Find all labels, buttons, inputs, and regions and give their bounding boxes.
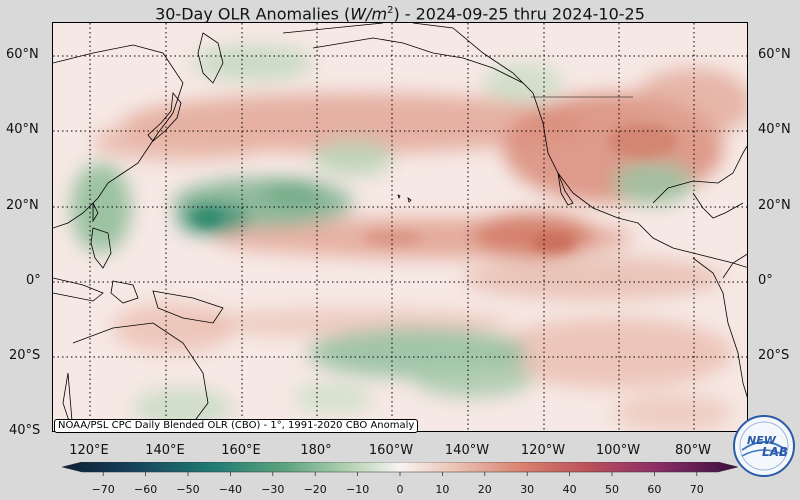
lon-label-140e: 140°E [145,443,185,458]
lon-label-120e: 120°E [69,443,109,458]
lon-label-140w: 140°W [444,443,490,458]
colorbar-ticks [102,472,698,476]
title-unit: W/m [350,4,388,24]
colorbar-tick-label: 30 [520,483,535,496]
map-title: 30-Day OLR Anomalies (W/m2) - 2024-09-25… [0,0,800,24]
olr-anomaly-map [53,23,747,431]
lat-label-left-40n: 40°N [6,122,39,137]
graticule [53,23,747,431]
colorbar-tick-label: 70 [689,483,704,496]
colorbar-tick-label: 60 [647,483,662,496]
lat-label-right-0: 0° [758,273,773,288]
svg-text:LAB: LAB [762,445,788,459]
colorbar-tick-label: −70 [91,483,115,496]
lab-logo: NEW LAB [733,415,795,477]
colorbar-tick-label: 50 [605,483,619,496]
lon-label-100w: 100°W [595,443,641,458]
map-panel [52,22,748,432]
lat-label-left-20s: 20°S [9,348,41,363]
lon-label-120w: 120°W [520,443,566,458]
colorbar-tick-label: 0 [396,483,404,496]
colorbar-tick-label: −10 [345,483,370,496]
svg-text:NEW: NEW [747,434,777,447]
lat-label-right-20s: 20°S [758,348,790,363]
lat-label-left-40s: 40°S [9,423,41,438]
lat-label-right-40n: 40°N [758,122,791,137]
colorbar-tick-label: −30 [261,483,285,496]
colorbar-tick-label: 40 [562,483,577,496]
coastlines [53,23,747,431]
colorbar-tick-label: −50 [176,483,200,496]
colorbar-tick-label: 10 [435,483,450,496]
colorbar-tick-label: −40 [218,483,242,496]
anomaly-detail [194,123,678,253]
lat-label-left-60n: 60°N [6,47,39,62]
colorbar-tick-label: −60 [133,483,158,496]
lat-label-right-60n: 60°N [758,47,791,62]
data-source-note: NOAA/PSL CPC Daily Blended OLR (CBO) - 1… [54,419,419,433]
colorbar-tick-label: −20 [303,483,327,496]
lon-label-160w: 160°W [368,443,414,458]
title-unit-exponent: 2 [387,5,394,16]
title-prefix: 30-Day OLR Anomalies ( [155,4,351,24]
lat-label-left-20n: 20°N [6,198,39,213]
colorbar [62,462,738,476]
lon-label-180: 180° [300,443,332,458]
colorbar-tick-label: 20 [477,483,492,496]
title-suffix: ) - 2024-09-25 thru 2024-10-25 [393,4,645,24]
lat-label-left-0: 0° [26,273,41,288]
colorbar-gradient [62,462,738,473]
lat-label-right-20n: 20°N [758,198,791,213]
lon-label-160e: 160°E [221,443,261,458]
lon-label-80w: 80°W [675,443,711,458]
